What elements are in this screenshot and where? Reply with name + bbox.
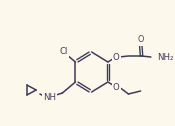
Text: O: O (113, 53, 120, 61)
Text: NH: NH (43, 92, 56, 102)
Text: O: O (137, 36, 144, 44)
Text: O: O (113, 83, 120, 91)
Text: NH₂: NH₂ (158, 53, 174, 61)
Text: Cl: Cl (59, 48, 68, 56)
